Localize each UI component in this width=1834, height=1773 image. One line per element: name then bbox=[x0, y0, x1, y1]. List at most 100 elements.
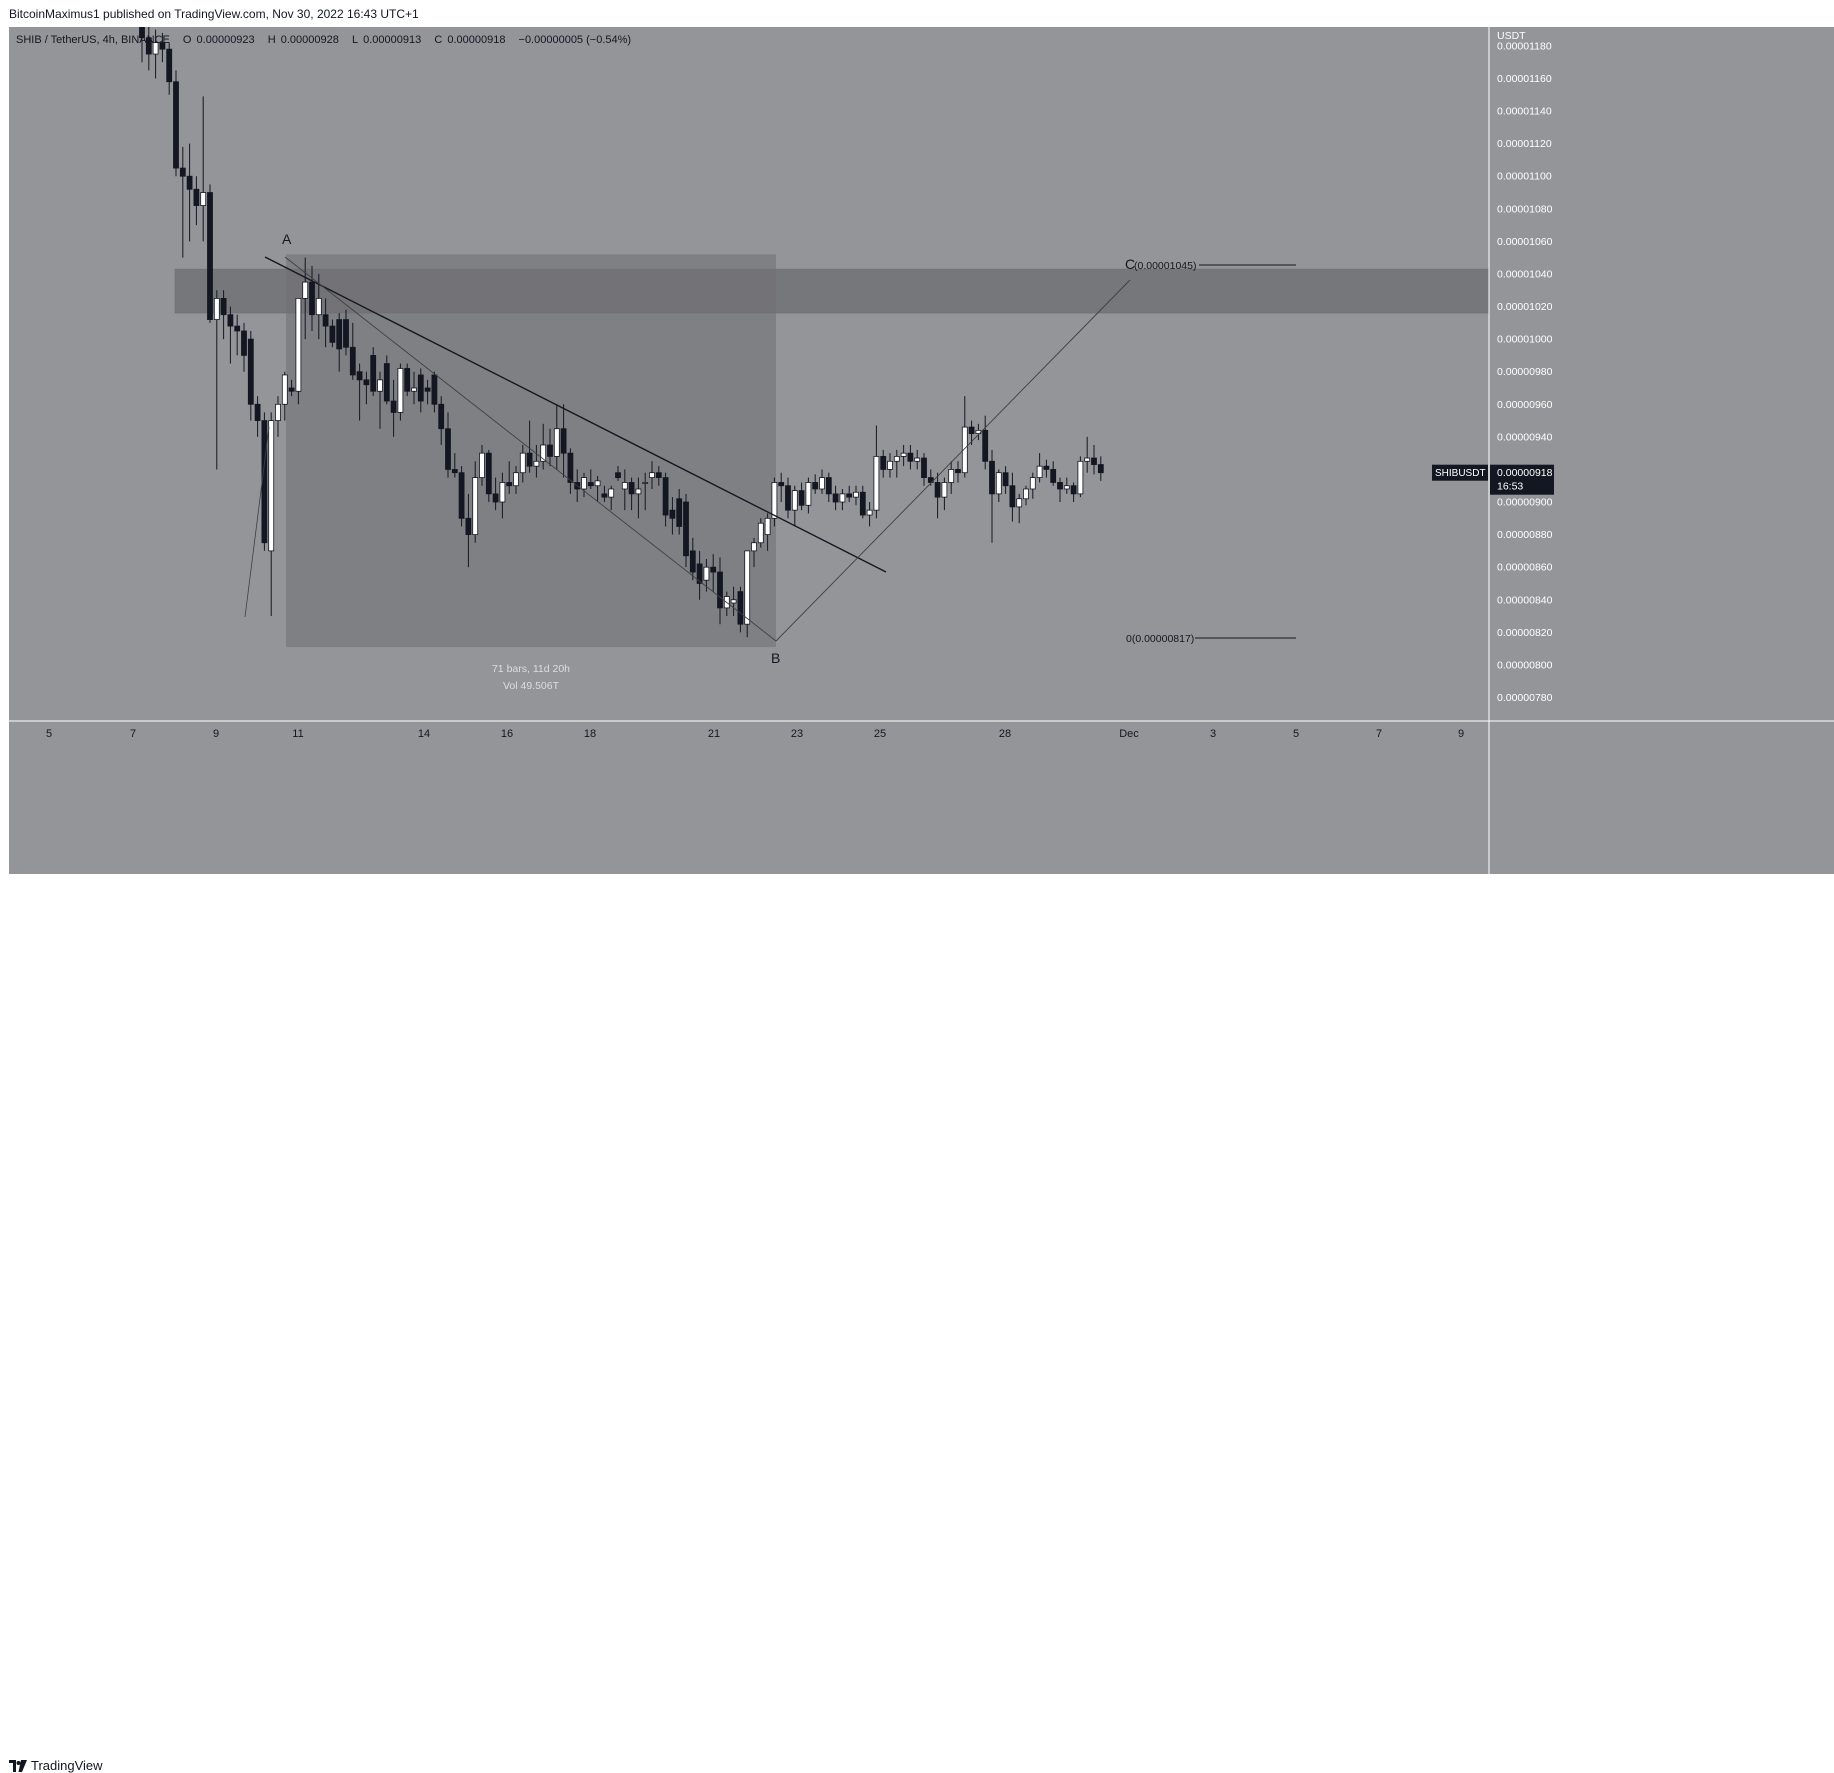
time-tick-label: 14 bbox=[418, 728, 430, 740]
candle-body-down bbox=[438, 403, 445, 430]
candle-body-up bbox=[594, 480, 601, 487]
candle bbox=[213, 290, 220, 470]
legend-high-value: 0.00000928 bbox=[280, 34, 339, 46]
candle bbox=[390, 379, 397, 437]
legend-low-value: 0.00000913 bbox=[363, 34, 422, 46]
candle-body-down bbox=[247, 338, 254, 405]
candle bbox=[887, 453, 893, 478]
candle-body-down bbox=[601, 493, 608, 498]
candle bbox=[547, 428, 553, 467]
candle-body-down bbox=[159, 42, 166, 50]
candle-body-down bbox=[1057, 482, 1063, 490]
candle-body-down bbox=[832, 493, 839, 503]
price-tick-label: 0.00001120 bbox=[1497, 138, 1552, 150]
candle bbox=[805, 477, 812, 514]
candle-body-down bbox=[662, 477, 669, 516]
candle bbox=[1091, 445, 1097, 475]
candle-body-up bbox=[730, 599, 737, 604]
candle bbox=[846, 485, 853, 503]
candle-body-down bbox=[717, 571, 723, 609]
candle-body-down bbox=[193, 188, 200, 206]
candle bbox=[1023, 485, 1029, 506]
candle bbox=[343, 309, 349, 356]
candle-body-down bbox=[567, 452, 574, 483]
candle bbox=[356, 363, 363, 421]
candle-body-down bbox=[220, 297, 227, 316]
left-thin-line bbox=[244, 426, 270, 618]
candle-body-down bbox=[186, 175, 193, 190]
candle-body-up bbox=[839, 493, 846, 503]
candle-body-up bbox=[540, 444, 547, 462]
time-tick-label: 23 bbox=[791, 728, 803, 740]
candle bbox=[975, 423, 982, 441]
price-tick-label: 0.00001100 bbox=[1497, 171, 1552, 183]
symbol-tag-label: SHIBUSDT bbox=[1435, 468, 1486, 479]
candle-body-down bbox=[880, 456, 887, 470]
candle bbox=[839, 488, 846, 511]
candle-body-up bbox=[608, 488, 615, 498]
candle-body-down bbox=[465, 517, 472, 535]
candle bbox=[288, 379, 295, 397]
time-tick-label: 18 bbox=[584, 728, 596, 740]
candle bbox=[519, 445, 526, 483]
candle-body-up bbox=[1016, 498, 1023, 508]
candle bbox=[662, 472, 669, 527]
candle bbox=[1077, 456, 1084, 498]
candle bbox=[948, 461, 955, 494]
candle bbox=[268, 412, 275, 617]
range-bars-label: 71 bars, 11d 20h bbox=[492, 663, 570, 675]
fib-bottom-label: 0(0.00000817) bbox=[1126, 633, 1194, 645]
drawings-layer bbox=[244, 256, 1296, 642]
candle-body-down bbox=[254, 403, 261, 421]
candle-body-up bbox=[275, 403, 281, 421]
candle bbox=[234, 314, 241, 356]
candle-body-down bbox=[955, 469, 961, 474]
candle-body-down bbox=[241, 330, 247, 356]
candle bbox=[812, 474, 819, 494]
candle-body-up bbox=[377, 379, 383, 392]
time-tick-label: 11 bbox=[292, 728, 303, 740]
candle-body-up bbox=[819, 477, 825, 490]
chart-frame[interactable]: A B C (0.00001045) 0(0.00000817) 71 bars, 11d… bbox=[9, 27, 1834, 874]
legend-low-key: L bbox=[351, 34, 359, 46]
candle-body-down bbox=[145, 37, 152, 55]
candle-body-up bbox=[268, 420, 275, 552]
candle bbox=[227, 306, 234, 364]
point-b-label: B bbox=[771, 650, 780, 666]
candle-body-up bbox=[281, 374, 288, 405]
candle-body-down bbox=[343, 319, 349, 348]
candle bbox=[145, 27, 152, 71]
candle bbox=[275, 396, 281, 437]
candle bbox=[615, 466, 621, 481]
candle bbox=[880, 449, 887, 478]
candle bbox=[383, 355, 390, 405]
descending-trendline bbox=[264, 256, 887, 573]
candle-body-up bbox=[900, 452, 907, 457]
candle-body-down bbox=[329, 325, 336, 343]
candle bbox=[791, 485, 798, 527]
price-chart[interactable]: ABC(0.00001045)0(0.00000817)71 bars, 11d… bbox=[9, 27, 1834, 874]
candle-body-down bbox=[628, 482, 635, 495]
candle bbox=[193, 176, 200, 226]
candle bbox=[1063, 477, 1070, 494]
candle bbox=[295, 297, 302, 405]
candle-body-up bbox=[1077, 460, 1084, 495]
candle bbox=[349, 322, 356, 380]
candle-body-down bbox=[859, 491, 866, 516]
candle bbox=[499, 472, 506, 519]
candle-body-down bbox=[615, 472, 621, 478]
candle-body-down bbox=[1097, 464, 1104, 474]
candle bbox=[819, 469, 825, 494]
tradingview-logo[interactable]: TradingView bbox=[9, 1758, 103, 1773]
candle bbox=[431, 371, 438, 413]
candle-body-down bbox=[778, 482, 785, 487]
candle-body-down bbox=[404, 368, 411, 392]
candle-body-down bbox=[288, 387, 295, 392]
candle bbox=[472, 461, 479, 543]
candle bbox=[751, 537, 757, 568]
candle bbox=[1084, 436, 1091, 473]
candle bbox=[1009, 472, 1016, 522]
candle bbox=[798, 482, 805, 511]
candle-body-down bbox=[349, 346, 356, 376]
candles-layer bbox=[139, 27, 1104, 638]
